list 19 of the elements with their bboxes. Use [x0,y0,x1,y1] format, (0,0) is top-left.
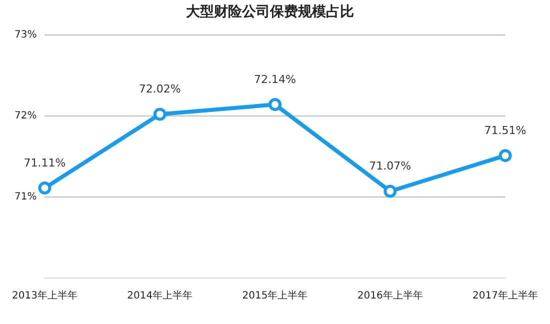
data-label: 72.02% [138,82,181,96]
data-label: 71.51% [484,124,526,137]
point [384,184,397,198]
y-tick-label: 73% [14,29,37,40]
point [38,182,52,195]
point [153,108,166,121]
x-tick-label: 2015年上半年 [242,290,308,302]
data-label: 71.11% [24,156,66,170]
x-tick-label: 2016年上半年 [357,290,423,302]
y-tick-label: 72% [14,110,37,122]
data-label: 72.14% [254,72,296,86]
x-tick-label: 2014年上半年 [127,290,193,302]
x-tick-label: 2017年上半年 [472,290,538,302]
point [498,149,512,162]
data-label: 71.07% [369,160,412,173]
chart-title: 大型财险公司保费规模占比 [186,4,354,20]
point [268,98,282,112]
y-tick-label: 71% [14,192,37,203]
x-tick-label: 2013年上半年 [12,290,78,302]
